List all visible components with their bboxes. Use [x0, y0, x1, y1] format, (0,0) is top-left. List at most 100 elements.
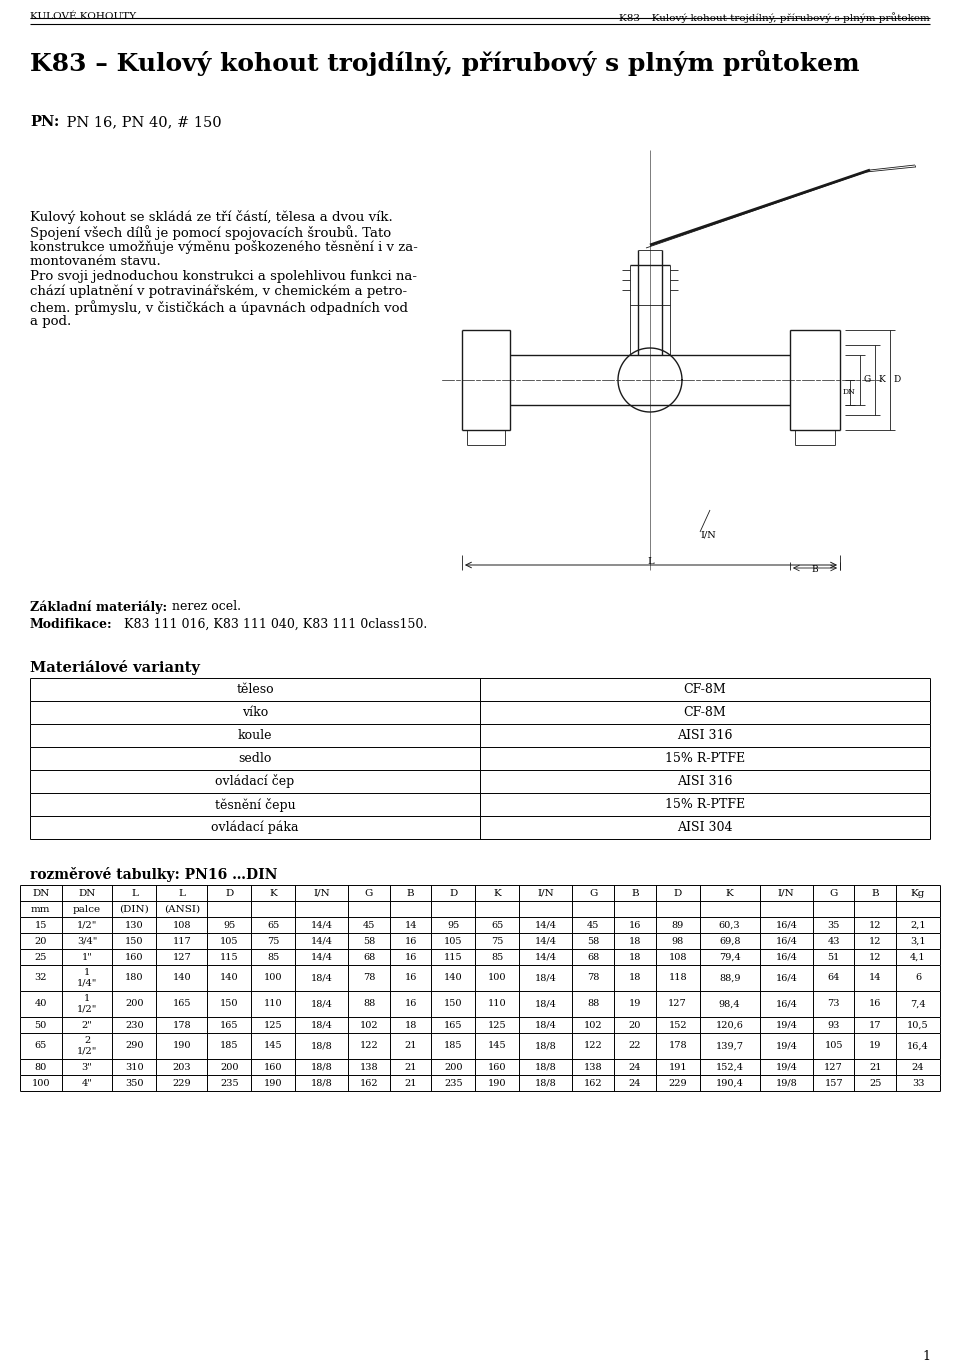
Text: KULOVÉ KOHOUTY: KULOVÉ KOHOUTY	[30, 12, 136, 21]
Text: 19: 19	[869, 1042, 881, 1050]
Text: 145: 145	[488, 1042, 507, 1050]
Text: chem. průmyslu, v čističkách a úpavnách odpadních vod: chem. průmyslu, v čističkách a úpavnách …	[30, 300, 408, 315]
Text: 73: 73	[828, 999, 840, 1009]
Text: 4": 4"	[82, 1079, 92, 1087]
Text: konstrukce umožňuje výměnu poškozeného těsnění i v za-: konstrukce umožňuje výměnu poškozeného t…	[30, 240, 418, 255]
Text: 25: 25	[869, 1079, 881, 1087]
Text: 230: 230	[125, 1020, 144, 1029]
Text: 78: 78	[363, 973, 375, 983]
Text: 69,8: 69,8	[719, 936, 740, 946]
Text: 127: 127	[173, 953, 191, 961]
Text: 157: 157	[825, 1079, 843, 1087]
Text: 152,4: 152,4	[715, 1062, 744, 1072]
Text: 2
1/2": 2 1/2"	[77, 1036, 97, 1055]
Text: 125: 125	[488, 1020, 507, 1029]
Text: rozměrové tabulky: PN16 …DIN: rozměrové tabulky: PN16 …DIN	[30, 867, 277, 882]
Text: 18/8: 18/8	[311, 1079, 332, 1087]
Text: DN: DN	[32, 888, 50, 898]
Text: 110: 110	[264, 999, 282, 1009]
Text: I/N: I/N	[778, 888, 795, 898]
Text: 24: 24	[912, 1062, 924, 1072]
Text: Materiálové varianty: Materiálové varianty	[30, 660, 200, 675]
Text: I/N: I/N	[700, 530, 716, 539]
Text: (ANSI): (ANSI)	[164, 905, 200, 913]
Text: G: G	[365, 888, 373, 898]
Text: 18/4: 18/4	[311, 999, 332, 1009]
Text: palce: palce	[73, 905, 101, 913]
Text: 85: 85	[267, 953, 279, 961]
Text: 229: 229	[173, 1079, 191, 1087]
Text: 15: 15	[35, 920, 47, 930]
Text: 191: 191	[668, 1062, 687, 1072]
Text: 185: 185	[220, 1042, 238, 1050]
Text: K: K	[493, 888, 501, 898]
Text: mm: mm	[31, 905, 51, 913]
Text: CF-8M: CF-8M	[684, 683, 727, 695]
Text: 45: 45	[588, 920, 599, 930]
Text: 19: 19	[629, 999, 641, 1009]
Text: 108: 108	[173, 920, 191, 930]
Text: 120,6: 120,6	[716, 1020, 744, 1029]
Text: nerez ocel.: nerez ocel.	[168, 600, 241, 613]
Text: 18/8: 18/8	[535, 1042, 557, 1050]
Text: G: G	[863, 375, 871, 385]
Text: Spojení všech dílů je pomocí spojovacích šroubů. Tato: Spojení všech dílů je pomocí spojovacích…	[30, 225, 391, 240]
Text: PN 16, PN 40, # 150: PN 16, PN 40, # 150	[62, 115, 222, 129]
Text: 178: 178	[668, 1042, 687, 1050]
Text: 17: 17	[869, 1020, 881, 1029]
Text: 1": 1"	[82, 953, 92, 961]
Text: 93: 93	[828, 1020, 840, 1029]
Text: CF-8M: CF-8M	[684, 706, 727, 719]
Text: 14/4: 14/4	[311, 920, 333, 930]
Text: D: D	[449, 888, 458, 898]
Text: 21: 21	[404, 1062, 417, 1072]
Text: 200: 200	[125, 999, 144, 1009]
Text: 3": 3"	[82, 1062, 92, 1072]
Text: D: D	[225, 888, 233, 898]
Text: 18: 18	[629, 936, 641, 946]
Text: K: K	[726, 888, 733, 898]
Text: G: G	[589, 888, 597, 898]
Text: AISI 304: AISI 304	[677, 821, 732, 834]
Text: 80: 80	[35, 1062, 47, 1072]
Text: 122: 122	[360, 1042, 378, 1050]
Text: 32: 32	[35, 973, 47, 983]
Text: 35: 35	[828, 920, 840, 930]
Text: 290: 290	[125, 1042, 144, 1050]
Text: 79,4: 79,4	[719, 953, 740, 961]
Text: 60,3: 60,3	[719, 920, 740, 930]
Text: 180: 180	[125, 973, 144, 983]
Text: 3,1: 3,1	[910, 936, 925, 946]
Text: B: B	[812, 565, 818, 574]
Text: 165: 165	[220, 1020, 238, 1029]
Text: 16,4: 16,4	[907, 1042, 929, 1050]
Text: 18: 18	[629, 953, 641, 961]
Text: 105: 105	[825, 1042, 843, 1050]
Text: I/N: I/N	[538, 888, 554, 898]
Text: DN: DN	[79, 888, 96, 898]
Text: 152: 152	[668, 1020, 687, 1029]
Text: 140: 140	[220, 973, 238, 983]
Text: 160: 160	[488, 1062, 507, 1072]
Text: 19/4: 19/4	[776, 1042, 797, 1050]
Text: 18/8: 18/8	[535, 1079, 557, 1087]
Text: 95: 95	[447, 920, 460, 930]
Text: těleso: těleso	[236, 683, 274, 695]
Text: 16: 16	[404, 953, 417, 961]
Text: 160: 160	[264, 1062, 282, 1072]
Text: 140: 140	[173, 973, 191, 983]
Text: 3/4": 3/4"	[77, 936, 97, 946]
Text: 14/4: 14/4	[535, 936, 557, 946]
Text: 58: 58	[363, 936, 375, 946]
Text: 162: 162	[360, 1079, 378, 1087]
Text: 310: 310	[125, 1062, 144, 1072]
Text: 16: 16	[404, 999, 417, 1009]
Text: 45: 45	[363, 920, 375, 930]
Text: 21: 21	[869, 1062, 881, 1072]
Text: 200: 200	[444, 1062, 463, 1072]
Text: ovládací čep: ovládací čep	[215, 775, 295, 789]
Text: 115: 115	[444, 953, 463, 961]
Text: 21: 21	[404, 1079, 417, 1087]
Text: 65: 65	[35, 1042, 47, 1050]
Text: 130: 130	[125, 920, 144, 930]
